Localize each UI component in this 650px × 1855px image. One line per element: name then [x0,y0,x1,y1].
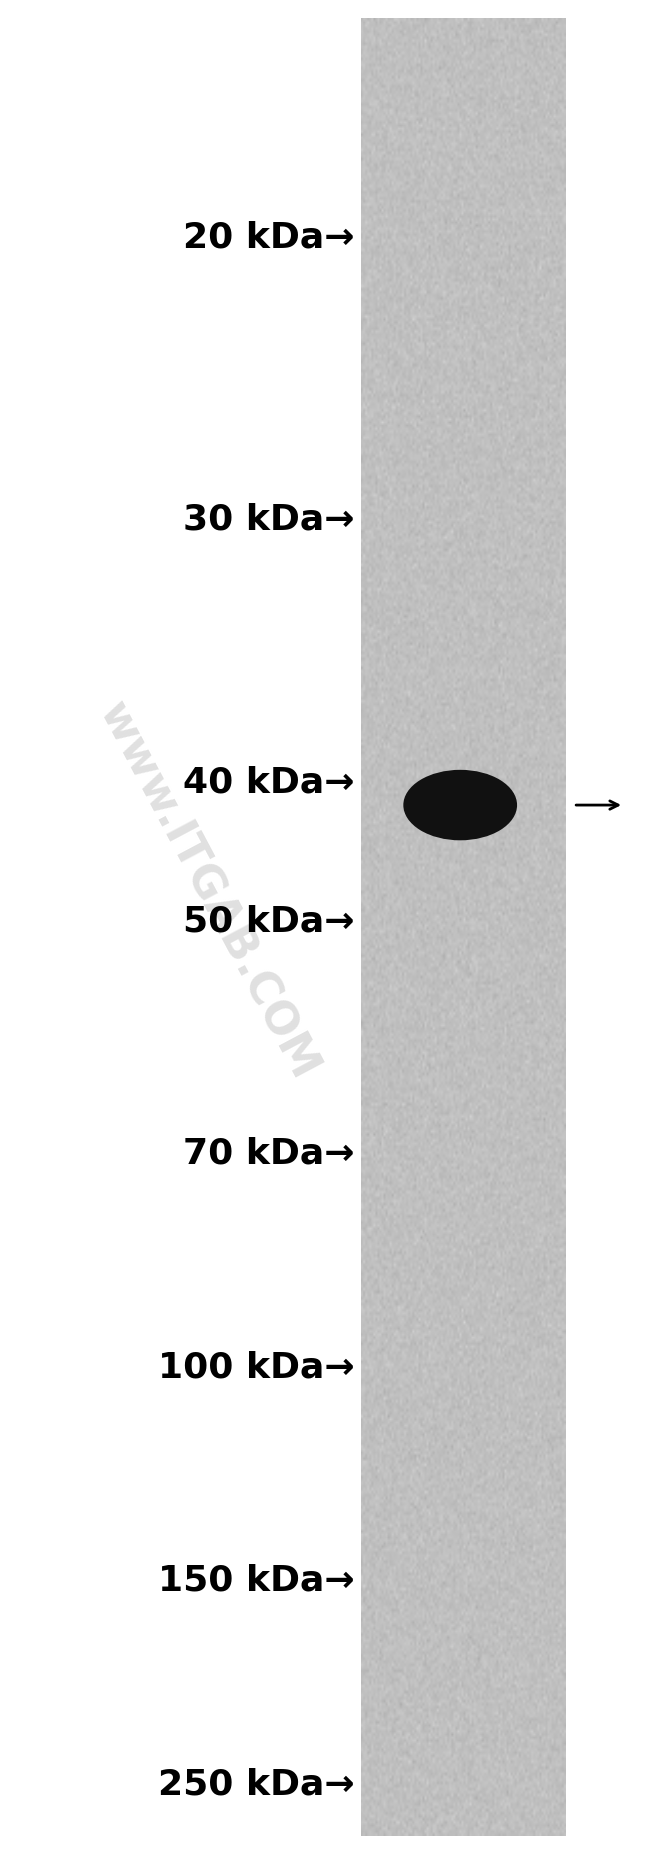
Text: www.ITGAB.COM: www.ITGAB.COM [90,694,326,1087]
Text: 20 kDa→: 20 kDa→ [183,221,354,254]
Ellipse shape [403,770,517,840]
Text: 40 kDa→: 40 kDa→ [183,766,354,800]
Text: 30 kDa→: 30 kDa→ [183,503,354,536]
Text: 250 kDa→: 250 kDa→ [157,1768,354,1801]
Text: 150 kDa→: 150 kDa→ [157,1564,354,1597]
Text: 100 kDa→: 100 kDa→ [157,1350,354,1384]
Text: 50 kDa→: 50 kDa→ [183,905,354,939]
Text: 70 kDa→: 70 kDa→ [183,1137,354,1171]
